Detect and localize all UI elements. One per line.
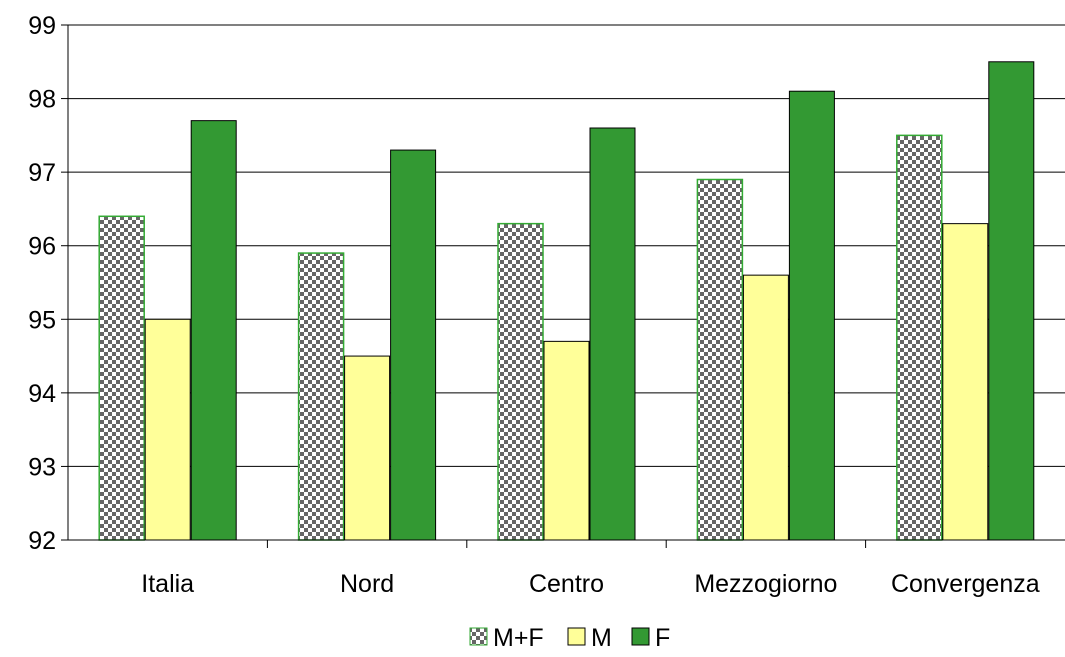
y-tick-label: 92 xyxy=(28,527,56,555)
legend-swatch-f xyxy=(631,627,650,646)
bar-f-mezzogiorno xyxy=(788,90,835,541)
bar-m-italia xyxy=(144,318,191,541)
bar-m-nord xyxy=(344,355,391,541)
legend-label: M xyxy=(591,624,612,652)
y-tick-label: 99 xyxy=(28,12,56,40)
bars xyxy=(98,61,1035,541)
x-tick-label: Mezzogiorno xyxy=(694,570,837,598)
y-tick-label: 95 xyxy=(28,306,56,334)
y-tick-label: 97 xyxy=(28,159,56,187)
bar-f-nord xyxy=(390,149,437,541)
bar-m-mezzogiorno xyxy=(742,274,789,541)
bar-m-convergenza xyxy=(942,223,989,541)
bar-m-f-mezzogiorno xyxy=(696,178,744,541)
x-tick-label: Nord xyxy=(340,570,394,598)
y-tick-label: 94 xyxy=(28,380,56,408)
axes xyxy=(61,24,1065,548)
y-tick-label: 93 xyxy=(28,453,56,481)
tick-labels: 92 93 94 95 96 97 98 99 Italia Nord Centro Mezzogio… xyxy=(28,12,1040,598)
legend-label: M+F xyxy=(493,624,544,652)
bar-m-f-italia xyxy=(98,215,145,541)
bar-m-f-convergenza xyxy=(896,134,943,541)
legend-swatch-m-f xyxy=(469,627,488,646)
legend-swatch-m xyxy=(567,627,586,646)
x-tick-label: Convergenza xyxy=(891,570,1040,598)
legend-label: F xyxy=(655,624,670,652)
x-tick-label: Centro xyxy=(529,570,604,598)
x-tick-label: Italia xyxy=(141,570,194,598)
bar-m-f-nord xyxy=(297,252,345,541)
bar-f-convergenza xyxy=(988,61,1035,541)
bar-f-centro xyxy=(589,127,636,541)
bar-m-f-centro xyxy=(497,222,544,541)
bar-m-centro xyxy=(543,340,590,541)
y-tick-label: 98 xyxy=(28,86,56,114)
legend: M+F M F xyxy=(469,624,670,652)
y-tick-label: 96 xyxy=(28,233,56,261)
bar-f-italia xyxy=(190,120,237,541)
